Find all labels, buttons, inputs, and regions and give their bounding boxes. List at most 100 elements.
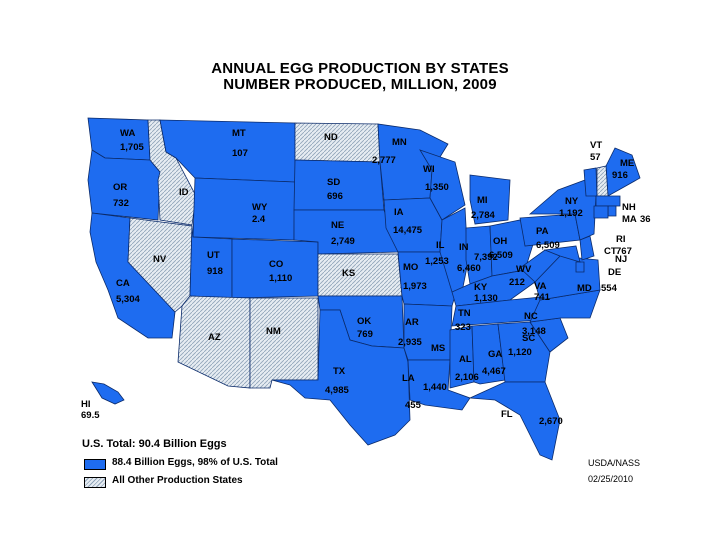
state-label-or: OR <box>113 182 127 193</box>
state-value-md: 554 <box>601 283 618 294</box>
legend-other-swatch <box>84 477 106 488</box>
state-value-ut: 918 <box>207 266 223 277</box>
state-label-co: CO <box>269 259 283 270</box>
state-label-tn: TN <box>458 308 471 319</box>
state-md <box>543 245 581 263</box>
state-value-ar: 2,935 <box>398 337 422 348</box>
state-label-wy: WY <box>252 202 268 213</box>
state-value-ct: 767 <box>616 246 632 257</box>
state-tx <box>271 309 411 446</box>
legend-major-swatch <box>84 459 106 470</box>
legend-major-label: 88.4 Billion Eggs, 98% of U.S. Total <box>112 457 278 468</box>
state-label-tx: TX <box>333 366 346 377</box>
state-value-nc: 3,148 <box>522 326 546 337</box>
state-label-ga: GA <box>488 349 502 360</box>
state-label-de: DE <box>608 267 621 278</box>
state-label-ri: RI <box>616 234 626 245</box>
state-label-nd: ND <box>324 132 338 143</box>
state-de <box>575 261 585 273</box>
state-label-in: IN <box>459 242 469 253</box>
legend-other-label: All Other Production States <box>112 475 243 486</box>
state-value-ny: 1,192 <box>559 208 583 219</box>
state-wy <box>192 177 296 241</box>
state-value-co: 1,110 <box>269 273 292 284</box>
state-label-nc: NC <box>524 311 538 322</box>
state-label-az: AZ <box>208 332 221 343</box>
state-ga <box>497 321 551 383</box>
state-label-ar: AR <box>405 317 419 328</box>
state-label-md: MD <box>577 283 592 294</box>
state-label-ms: MS <box>431 343 445 354</box>
state-value-me: 916 <box>612 170 628 181</box>
state-label-fl: FL <box>501 409 513 420</box>
state-value-ma: 36 <box>640 214 651 225</box>
state-label-vt: VT <box>590 140 602 151</box>
state-value-va: 741 <box>534 292 551 303</box>
state-value-ga: 4,467 <box>482 366 506 377</box>
state-value-sc: 1,120 <box>508 347 532 358</box>
state-label-mo: MO <box>403 262 418 273</box>
state-ks <box>317 253 403 297</box>
state-label-il: IL <box>436 240 445 251</box>
state-fl <box>468 381 561 461</box>
state-label-wv: WV <box>516 264 532 275</box>
state-nm <box>249 297 319 389</box>
state-label-pa: PA <box>536 226 549 237</box>
state-value-ia: 14,475 <box>393 225 423 236</box>
state-label-ut: UT <box>207 250 220 261</box>
state-value-ne: 2,749 <box>331 236 355 247</box>
source-text: USDA/NASS <box>588 458 641 468</box>
state-value-in: 7,392 <box>474 252 498 263</box>
state-label-ks: KS <box>342 268 355 279</box>
state-mi <box>469 174 511 225</box>
state-value-ky: 1,130 <box>474 293 498 304</box>
state-label-wa: WA <box>120 128 135 139</box>
state-value-tn: 323 <box>455 322 471 333</box>
state-value-wi: 1,350 <box>425 182 449 193</box>
state-value-ok: 769 <box>357 329 373 340</box>
state-label-va: VA <box>534 281 547 292</box>
state-value-or: 732 <box>113 198 129 209</box>
state-label-oh: OH <box>493 236 507 247</box>
state-label-nv: NV <box>153 254 167 265</box>
state-value-vt: 57 <box>590 152 601 163</box>
state-label-nm: NM <box>266 326 281 337</box>
state-vt <box>583 167 598 197</box>
state-label-ok: OK <box>357 316 371 327</box>
map-title-line-1: ANNUAL EGG PRODUCTION BY STATES <box>211 60 509 77</box>
state-label-wi: WI <box>423 164 435 175</box>
state-value-wa: 1,705 <box>120 142 144 153</box>
state-al <box>471 323 506 385</box>
state-nj <box>579 235 595 261</box>
state-value-ms: 1,440 <box>423 382 447 393</box>
us-total-text: U.S. Total: 90.4 Billion Eggs <box>82 438 227 450</box>
date-text: 02/25/2010 <box>588 474 634 484</box>
state-value-wy: 2.4 <box>252 214 266 225</box>
state-ct <box>593 205 609 219</box>
state-label-sc: SC <box>522 333 535 344</box>
state-label-nh: NH <box>622 202 636 213</box>
state-value-mi: 2,784 <box>471 210 495 221</box>
state-value-mt: 107 <box>232 148 248 159</box>
state-ri <box>607 205 617 217</box>
state-label-mt: MT <box>232 128 246 139</box>
state-label-ma: MA <box>622 214 637 225</box>
state-label-ne: NE <box>331 220 344 231</box>
state-label-id: ID <box>179 187 189 198</box>
state-value-sd: 696 <box>327 191 343 202</box>
state-label-mn: MN <box>392 137 407 148</box>
state-value-mn: 2,777 <box>372 155 396 166</box>
state-value-al: 2,106 <box>455 372 479 383</box>
state-label-mi: MI <box>477 195 488 206</box>
state-nh <box>596 165 609 197</box>
state-label-al: AL <box>459 354 472 365</box>
state-value-hi: 69.5 <box>81 410 100 421</box>
indiana-secondary-value: 6,460 <box>457 263 481 274</box>
state-value-oh: 6,509 <box>489 250 513 261</box>
state-value-tx: 4,985 <box>325 385 349 396</box>
state-label-ky: KY <box>474 282 488 293</box>
state-value-mo: 1,973 <box>403 281 427 292</box>
state-label-nj: NJ <box>615 254 627 265</box>
state-label-ct: CT <box>604 246 617 257</box>
state-value-wv: 212 <box>509 277 525 288</box>
